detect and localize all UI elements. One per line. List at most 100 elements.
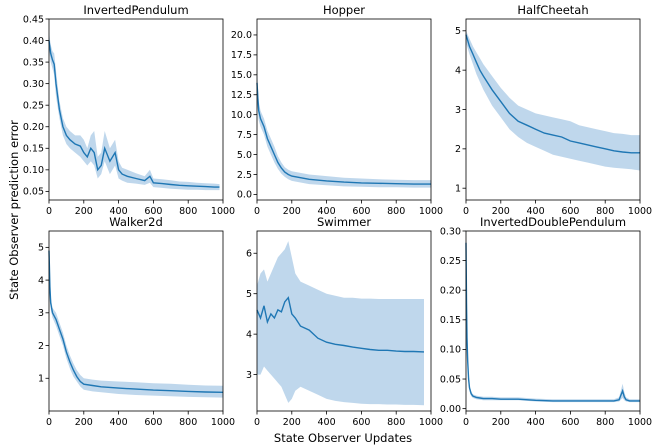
x-tick-label: 200 — [75, 206, 93, 217]
y-tick-label: 15.0 — [231, 70, 252, 81]
y-tick-label: 0.45 — [23, 14, 44, 25]
x-tick-label: 400 — [527, 206, 545, 217]
y-tick-label: 20.0 — [231, 30, 252, 41]
x-tick-label: 0 — [463, 206, 469, 217]
subplot-3: HalfCheetah 0 200 400 600 800 1000 1 2 3 4 5 — [455, 3, 652, 217]
confidence-band — [257, 241, 424, 406]
x-tick-label: 400 — [318, 206, 336, 217]
mean-line — [465, 34, 640, 154]
x-tick-label: 600 — [144, 417, 162, 428]
y-tick-label: 3 — [246, 370, 252, 381]
x-tick-label: 600 — [561, 206, 579, 217]
x-tick-label: 600 — [144, 206, 162, 217]
x-tick-label: 600 — [352, 206, 370, 217]
y-tick-label: 0.0 — [237, 190, 252, 201]
y-tick-label: 0.05 — [23, 187, 44, 198]
y-tick-label: 3 — [455, 105, 461, 116]
y-tick-label: 4 — [246, 329, 252, 340]
x-tick-label: 400 — [527, 417, 545, 428]
x-tick-label: 0 — [254, 206, 260, 217]
x-tick-label: 0 — [46, 417, 52, 428]
y-tick-label: 0.25 — [23, 100, 44, 111]
x-tick-label: 400 — [110, 206, 128, 217]
y-tick-label: 0.20 — [440, 286, 461, 297]
y-tick-label: 0.00 — [440, 404, 461, 415]
x-tick-label: 200 — [283, 206, 301, 217]
x-tick-label: 0 — [463, 417, 469, 428]
subplot-2: Hopper 0 200 400 600 800 1000 0.0 2.5 5.0 7.5 10.0 1… — [231, 3, 443, 217]
x-tick-label: 1000 — [211, 417, 235, 428]
y-tick-label: 5.0 — [237, 150, 252, 161]
x-tick-label: 200 — [492, 206, 510, 217]
subplot-title: Swimmer — [317, 215, 371, 229]
x-tick-label: 200 — [283, 417, 301, 428]
mean-line — [465, 242, 640, 402]
y-tick-label: 4 — [455, 65, 461, 76]
x-tick-label: 1000 — [628, 206, 652, 217]
y-tick-label: 5 — [38, 243, 44, 254]
y-tick-label: 0.10 — [23, 165, 44, 176]
subplot-5: Swimmer 0 200 400 600 800 1000 3 4 5 6 — [246, 215, 443, 428]
mean-line — [256, 82, 431, 185]
subplot-title: InvertedPendulum — [83, 3, 188, 17]
y-tick-label: 12.5 — [231, 90, 252, 101]
subplot-title: HalfCheetah — [517, 3, 588, 17]
x-tick-label: 400 — [110, 417, 128, 428]
y-tick-label: 0.20 — [23, 122, 44, 133]
y-tick-label: 7.5 — [237, 130, 252, 141]
x-tick-label: 1000 — [211, 206, 235, 217]
x-tick-label: 0 — [254, 417, 260, 428]
x-tick-label: 800 — [179, 206, 197, 217]
x-tick-label: 0 — [46, 206, 52, 217]
y-tick-label: 3 — [38, 308, 44, 319]
y-tick-label: 0.25 — [440, 256, 461, 267]
subplot-4: Walker2d 0 200 400 600 800 1000 1 2 3 4 5 — [38, 215, 235, 428]
x-tick-label: 200 — [492, 417, 510, 428]
figure-ylabel: State Observer prediction error — [7, 120, 21, 300]
figure-xlabel: State Observer Updates — [274, 431, 412, 445]
subplot-title: Walker2d — [109, 215, 163, 229]
x-tick-label: 600 — [352, 417, 370, 428]
axes-frame — [48, 230, 224, 412]
y-tick-label: 4 — [38, 275, 44, 286]
y-tick-label: 5 — [455, 26, 461, 37]
x-tick-label: 800 — [596, 206, 614, 217]
x-tick-label: 800 — [179, 417, 197, 428]
y-tick-label: 10.0 — [231, 110, 252, 121]
subplot-6: InvertedDoublePendulum 0 200 400 600 800 1000 0… — [440, 215, 652, 428]
mean-line — [48, 40, 220, 188]
y-tick-label: 2 — [455, 144, 461, 155]
mean-line — [48, 250, 224, 393]
axes-frame — [48, 18, 224, 201]
x-tick-label: 800 — [387, 417, 405, 428]
confidence-band — [49, 31, 220, 191]
x-tick-label: 200 — [75, 417, 93, 428]
y-tick-label: 0.15 — [440, 315, 461, 326]
subplot-1: InvertedPendulum 0 200 400 600 800 1000 0.05 0.1… — [23, 3, 235, 217]
y-tick-label: 0.10 — [440, 345, 461, 356]
y-tick-label: 0.30 — [440, 226, 461, 237]
x-tick-label: 400 — [318, 417, 336, 428]
x-tick-label: 1000 — [419, 417, 443, 428]
y-tick-label: 2.5 — [237, 170, 252, 181]
y-tick-label: 1 — [455, 183, 461, 194]
axes-frame — [256, 18, 432, 201]
y-tick-label: 0.15 — [23, 144, 44, 155]
x-tick-label: 1000 — [628, 417, 652, 428]
subplot-title: InvertedDoublePendulum — [480, 215, 626, 229]
y-tick-label: 6 — [246, 249, 252, 260]
y-tick-label: 0.30 — [23, 79, 44, 90]
y-tick-label: 2 — [38, 341, 44, 352]
y-tick-label: 0.05 — [440, 374, 461, 385]
subplot-title: Hopper — [323, 3, 365, 17]
x-tick-label: 800 — [596, 417, 614, 428]
confidence-band — [466, 231, 640, 403]
y-tick-label: 1 — [38, 374, 44, 385]
y-tick-label: 17.5 — [231, 50, 252, 61]
x-tick-label: 600 — [561, 417, 579, 428]
axes-frame — [465, 18, 641, 201]
x-tick-label: 1000 — [419, 206, 443, 217]
x-tick-label: 800 — [387, 206, 405, 217]
y-tick-label: 0.40 — [23, 36, 44, 47]
